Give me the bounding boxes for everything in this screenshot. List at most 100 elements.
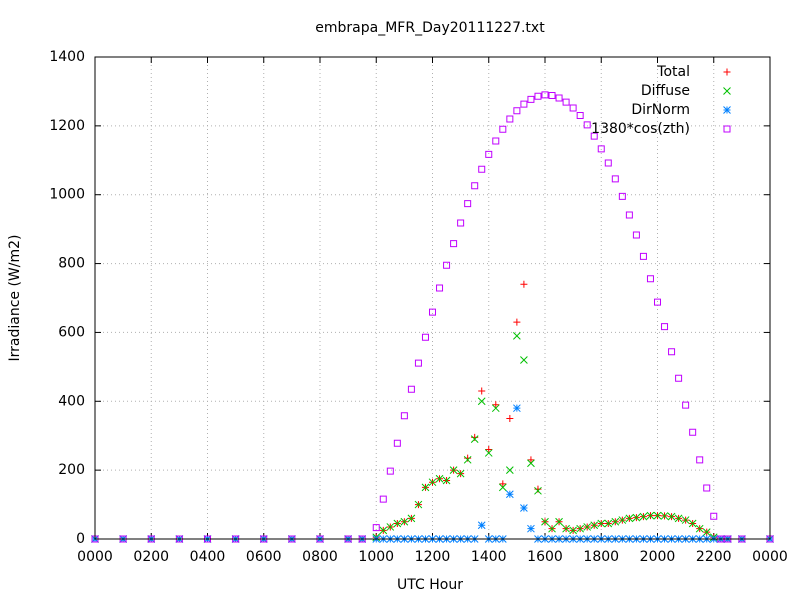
point <box>562 98 570 106</box>
point <box>569 526 577 535</box>
point <box>534 92 542 100</box>
point <box>464 454 472 462</box>
y-tick-label: 1200 <box>49 118 85 134</box>
point <box>520 100 528 108</box>
x-tick-label: 1200 <box>415 549 451 565</box>
point <box>498 483 507 492</box>
point <box>407 385 415 393</box>
point <box>703 484 711 492</box>
point <box>505 466 514 474</box>
point <box>477 521 486 530</box>
point <box>393 519 402 528</box>
y-tick-label: 0 <box>76 531 85 547</box>
point <box>520 356 528 364</box>
point <box>583 121 591 129</box>
point <box>449 466 458 474</box>
x-tick-label: 0800 <box>302 549 338 565</box>
point <box>576 524 585 533</box>
point <box>316 535 324 543</box>
legend-label: Diffuse <box>641 83 690 99</box>
point <box>119 535 127 543</box>
point <box>527 95 535 103</box>
point <box>435 474 444 483</box>
point <box>604 159 612 167</box>
x-tick-label: 0600 <box>246 549 282 565</box>
x-tick-label: 2200 <box>696 549 732 565</box>
point <box>520 504 528 512</box>
point <box>541 91 549 99</box>
x-tick-label: 1600 <box>527 549 563 565</box>
point <box>407 514 416 523</box>
y-tick-label: 800 <box>58 256 85 272</box>
point <box>91 535 99 543</box>
x-tick-label: 0400 <box>190 549 226 565</box>
point <box>702 528 711 536</box>
legend-marker <box>723 106 731 114</box>
point <box>288 535 296 543</box>
point <box>682 401 690 409</box>
x-axis-label: UTC Hour <box>397 577 463 593</box>
point <box>555 94 563 102</box>
point <box>661 323 669 331</box>
y-tick-label: 200 <box>58 462 85 478</box>
point <box>639 252 647 260</box>
legend-label: Total <box>656 64 690 80</box>
point <box>710 512 718 520</box>
point <box>470 435 479 444</box>
point <box>484 449 493 457</box>
point <box>675 374 683 382</box>
point <box>485 445 493 453</box>
point <box>443 261 451 269</box>
point <box>766 535 774 543</box>
point <box>527 456 535 464</box>
point <box>688 519 697 528</box>
point <box>534 485 542 493</box>
point <box>632 513 641 522</box>
point <box>386 467 394 475</box>
point <box>414 500 423 509</box>
point <box>513 404 521 413</box>
x-tick-label: 0200 <box>133 549 169 565</box>
point <box>674 514 683 523</box>
plot-border <box>94 56 771 540</box>
point <box>499 480 507 488</box>
point <box>534 486 542 495</box>
point <box>597 519 606 528</box>
point <box>204 535 211 543</box>
point <box>379 526 388 535</box>
point <box>414 359 422 367</box>
point <box>548 92 556 100</box>
point <box>456 469 465 478</box>
point <box>400 412 408 420</box>
point <box>527 524 535 533</box>
point <box>506 115 514 123</box>
point <box>660 512 669 520</box>
legend-label: DirNorm <box>631 102 690 118</box>
point <box>372 524 380 532</box>
point <box>513 332 521 340</box>
point <box>492 401 500 409</box>
point <box>344 535 352 543</box>
point <box>491 404 500 413</box>
point <box>696 456 704 464</box>
point <box>590 132 598 140</box>
point <box>520 280 528 288</box>
point <box>611 175 619 183</box>
point <box>393 439 401 447</box>
point <box>463 455 472 464</box>
point <box>499 125 507 133</box>
legend-label: 1380*cos(zth) <box>591 121 690 137</box>
y-tick-label: 600 <box>58 324 85 340</box>
point <box>428 478 437 487</box>
point <box>611 517 620 526</box>
point <box>724 535 732 543</box>
y-tick-label: 400 <box>58 393 85 409</box>
point <box>597 145 605 153</box>
point <box>590 521 599 530</box>
point <box>478 387 486 395</box>
point <box>478 165 486 173</box>
point <box>492 137 500 145</box>
point <box>562 524 570 533</box>
point <box>604 519 613 528</box>
